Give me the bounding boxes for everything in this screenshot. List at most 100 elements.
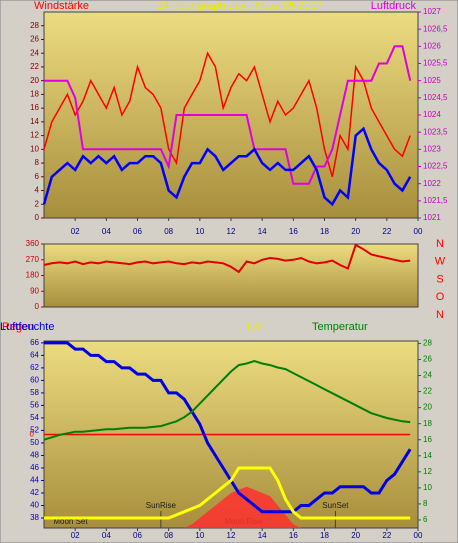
y-tick-label: 90 — [30, 286, 39, 295]
y-tick-label: 0 — [35, 213, 40, 222]
y-tick-label: 18 — [30, 90, 39, 99]
line — [43, 360, 411, 441]
x-tick-label: 02 — [71, 227, 80, 236]
x-tick-label: 12 — [227, 531, 236, 540]
x-tick-label: 06 — [133, 227, 142, 236]
x-tick-label: 14 — [258, 227, 267, 236]
annotation: SunSet — [322, 501, 349, 510]
chart-title: 24 hour graph day : Marz 05 2017 — [157, 0, 323, 12]
y-tick-label: 22 — [30, 62, 39, 71]
x-tick-label: 06 — [133, 531, 142, 540]
y-tick-label: 60 — [30, 376, 39, 385]
x-tick-label: 10 — [195, 227, 204, 236]
y-tick-label: 62 — [30, 363, 39, 372]
annotation: Moon Set — [53, 517, 88, 526]
y-tick-label: 56 — [30, 401, 39, 410]
y-tick-label: 28 — [30, 21, 39, 30]
x-tick-label: 18 — [320, 227, 329, 236]
y-tick-label: 10 — [30, 144, 39, 153]
plot-area — [43, 243, 419, 308]
y-tick-label: 14 — [30, 117, 39, 126]
y-tick-label: 58 — [30, 388, 39, 397]
x-tick-label: 04 — [102, 227, 111, 236]
y-tick-label: 20 — [30, 76, 39, 85]
x-tick-label: 22 — [382, 531, 391, 540]
y2-tick-label: 1022,5 — [423, 162, 448, 171]
y3-tick-label: 0 — [30, 430, 35, 439]
y2-tick-label: 1021,5 — [423, 196, 448, 205]
y-tick-label: 50 — [30, 438, 39, 447]
y-tick-label: 66 — [30, 338, 39, 347]
y-tick-label: 46 — [30, 463, 39, 472]
direction-label: W — [435, 256, 446, 268]
line — [43, 243, 411, 274]
x-tick-label: 04 — [102, 531, 111, 540]
y-tick-label: 24 — [30, 48, 39, 57]
y2-tick-label: 6 — [423, 515, 428, 524]
y-axis-label: Windstärke — [34, 0, 89, 12]
legend-label: Luftfeuchte — [0, 321, 54, 333]
direction-label: S — [436, 273, 443, 285]
y-tick-label: 4 — [35, 186, 40, 195]
line — [44, 45, 412, 185]
y-tick-label: 270 — [26, 255, 40, 264]
x-tick-label: 20 — [351, 531, 360, 540]
x-tick-label: 16 — [289, 227, 298, 236]
y2-tick-label: 1026 — [423, 41, 441, 50]
line — [42, 126, 412, 207]
y-tick-label: 2 — [35, 199, 40, 208]
x-tick-label: 16 — [289, 531, 298, 540]
y-tick-label: 38 — [30, 513, 39, 522]
y2-tick-label: 14 — [423, 451, 432, 460]
line — [44, 341, 412, 514]
x-tick-label: 02 — [71, 531, 80, 540]
y-tick-label: 44 — [30, 476, 39, 485]
x-tick-label: 08 — [164, 227, 173, 236]
legend-label: Temperatur — [312, 321, 368, 333]
y2-tick-label: 28 — [423, 339, 432, 348]
y2-tick-label: 10 — [423, 483, 432, 492]
y2-tick-label: 22 — [423, 387, 432, 396]
y2-tick-label: 1027 — [423, 7, 441, 16]
y2-tick-label: 8 — [423, 499, 428, 508]
y2-tick-label: 1023,5 — [423, 127, 448, 136]
x-tick-label: 00 — [414, 227, 423, 236]
y-tick-label: 180 — [26, 271, 40, 280]
y-tick-label: 42 — [30, 488, 39, 497]
x-tick-label: 20 — [351, 227, 360, 236]
line — [44, 466, 411, 520]
y2-tick-label: 18 — [423, 419, 432, 428]
y-tick-label: 360 — [26, 239, 40, 248]
x-tick-label: 18 — [320, 531, 329, 540]
y2-tick-label: 1025 — [423, 76, 441, 85]
y-tick-label: 6 — [35, 172, 40, 181]
direction-label: N — [436, 238, 444, 250]
y2-tick-label: 16 — [423, 435, 432, 444]
y2-tick-label: 26 — [423, 355, 432, 364]
x-tick-label: 14 — [258, 531, 267, 540]
y2-tick-label: 1025,5 — [423, 59, 448, 68]
y-tick-label: 16 — [30, 103, 39, 112]
y2-tick-label: 1023 — [423, 144, 441, 153]
y-tick-label: 0 — [35, 302, 40, 311]
x-tick-label: 12 — [227, 227, 236, 236]
x-tick-label: 08 — [164, 531, 173, 540]
y-tick-label: 54 — [30, 413, 39, 422]
y2-tick-label: 1026,5 — [423, 24, 448, 33]
y2-tick-label: 20 — [423, 403, 432, 412]
legend-label: UV — [247, 321, 263, 333]
y2-tick-label: 1021 — [423, 213, 441, 222]
area — [44, 486, 411, 528]
x-tick-label: 00 — [414, 531, 423, 540]
y2-axis-label: Luftdruck — [371, 0, 417, 12]
direction-label: N — [436, 309, 444, 321]
y2-tick-label: 12 — [423, 467, 432, 476]
y-tick-label: 40 — [30, 501, 39, 510]
y2-tick-label: 1024 — [423, 110, 441, 119]
y-tick-label: 64 — [30, 350, 39, 359]
y-tick-label: 12 — [30, 131, 39, 140]
y-tick-label: 26 — [30, 35, 39, 44]
y-tick-label: 52 — [30, 426, 39, 435]
y2-tick-label: 1022 — [423, 179, 441, 188]
legend-label: Regen — [2, 321, 34, 333]
